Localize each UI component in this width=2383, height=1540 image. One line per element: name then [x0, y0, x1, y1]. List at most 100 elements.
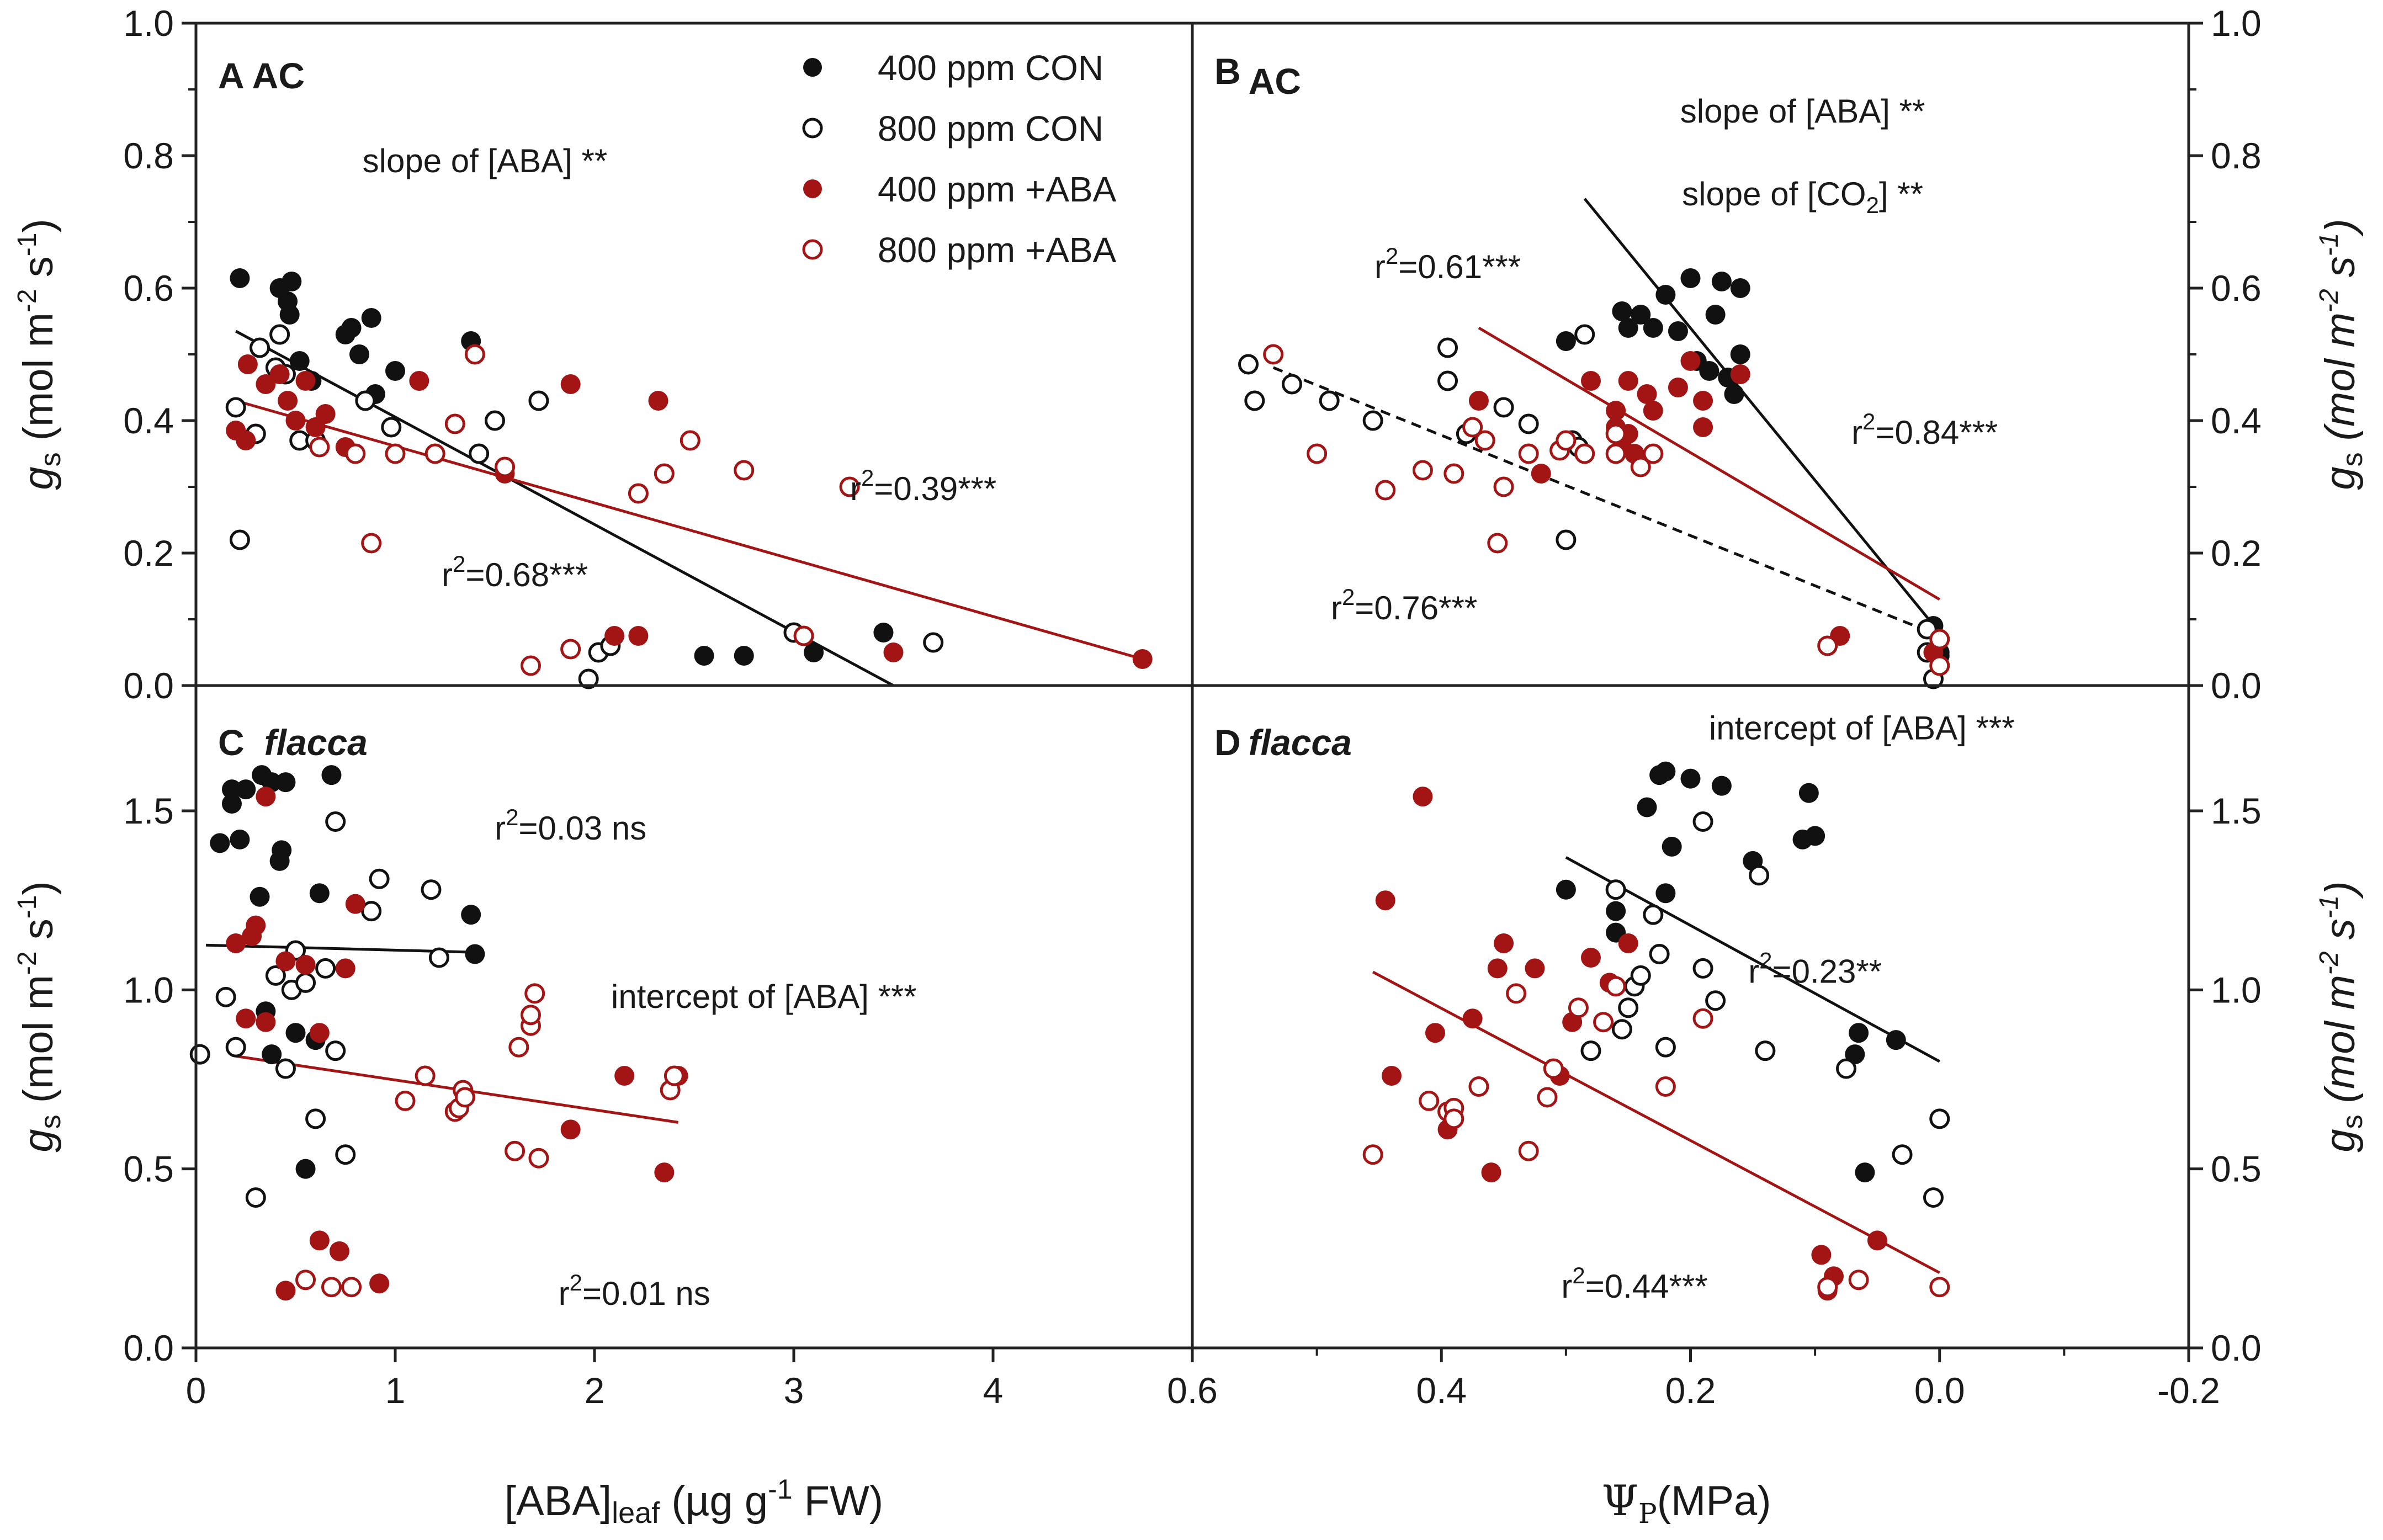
- panel-c-point-800-ppm-con: [325, 811, 346, 832]
- panel-d-point-800-ppm-con: [1836, 1058, 1857, 1079]
- panel-a-genotype: AC: [252, 55, 305, 96]
- panel-a-point-400-ppm-con: [341, 318, 362, 338]
- x-tick-label-right: 0.2: [1665, 1370, 1716, 1411]
- panel-c-point-800-ppm-aba: [664, 1065, 684, 1086]
- ticks-layer: 0.0 0.2 0.4 0.6 0.8 1.0 0.0 0.2 0.4 0.6 0.8 1.0 0.0 0…: [123, 3, 2262, 1411]
- panel-b-point-400-ppm-con: [1668, 321, 1688, 341]
- panel-a-point-800-ppm-aba: [734, 460, 755, 481]
- panel-a-fit-line-red: [235, 399, 1143, 661]
- panel-c-letter: C: [218, 722, 245, 763]
- panel-d-point-400-ppm-aba: [1375, 890, 1395, 911]
- panel-b-point-800-ppm-aba: [1443, 463, 1464, 484]
- panel-b-point-800-ppm-aba: [1412, 460, 1433, 481]
- panel-c-point-800-ppm-aba: [524, 983, 545, 1004]
- panel-d-point-400-ppm-aba: [1481, 1162, 1501, 1183]
- panel-d-point-800-ppm-con: [1605, 879, 1626, 900]
- legend-label-800-con: 800 ppm CON: [878, 109, 1103, 148]
- panel-a-point-800-ppm-aba: [628, 483, 649, 504]
- panel-b-point-800-ppm-con: [1244, 390, 1265, 411]
- panel-c-point-400-ppm-con: [230, 829, 250, 849]
- panel-d-point-800-ppm-aba: [1443, 1108, 1464, 1129]
- panel-d-point-400-ppm-aba: [1494, 933, 1514, 954]
- panel-c-point-400-ppm-con: [262, 1044, 282, 1065]
- panel-c-point-400-ppm-aba: [309, 1230, 330, 1251]
- panel-a-point-400-ppm-con: [873, 623, 894, 642]
- panel-a-point-800-ppm-con: [225, 397, 246, 418]
- panel-b-ytick-label: 0.4: [2211, 400, 2262, 441]
- panel-a-ytick-label: 0.0: [123, 665, 174, 706]
- panel-d-point-800-ppm-aba: [1848, 1270, 1869, 1291]
- panel-c-point-800-ppm-con: [315, 958, 336, 979]
- panel-b-point-400-ppm-con: [1724, 384, 1744, 404]
- panel-d-point-400-ppm-con: [1637, 797, 1657, 817]
- panel-d-annotation: intercept of [ABA] ***: [1709, 709, 2015, 746]
- panel-a-point-800-ppm-con: [528, 390, 549, 411]
- panel-a-point-800-ppm-aba: [345, 443, 366, 464]
- panel-b-point-800-ppm-aba: [1493, 476, 1514, 497]
- panel-b-point-400-ppm-aba: [1581, 371, 1601, 391]
- x-label-left-rest: (µg g: [660, 1478, 768, 1525]
- panel-c-point-400-ppm-con: [285, 1023, 306, 1043]
- panel-a-ytick-label: 0.8: [123, 135, 174, 176]
- panel-b-point-800-ppm-aba: [1556, 430, 1577, 451]
- panel-b-ytick-label: 0.2: [2211, 533, 2262, 573]
- panel-c-point-400-ppm-con: [275, 772, 296, 793]
- panel-a-point-400-ppm-aba: [278, 391, 298, 411]
- panel-c-point-800-ppm-con: [265, 965, 286, 986]
- panel-b-point-800-ppm-con: [1556, 529, 1577, 550]
- panel-b-point-400-ppm-aba: [1680, 351, 1701, 371]
- panel-a-point-800-ppm-con: [269, 324, 290, 345]
- panel-c-point-800-ppm-con: [369, 868, 390, 889]
- panel-c-point-800-ppm-aba: [395, 1090, 416, 1111]
- panel-b-point-800-ppm-con: [1437, 337, 1458, 358]
- panel-a-point-800-ppm-con: [578, 668, 599, 689]
- panel-b-annotation: r2=0.84***: [1851, 408, 1998, 451]
- panel-a-point-400-ppm-con: [279, 305, 300, 325]
- x-label-left-end: FW): [793, 1478, 884, 1525]
- panel-c-fit-line-black: [205, 943, 475, 954]
- panel-a-point-800-ppm-con: [381, 417, 402, 438]
- panel-a-point-800-ppm-aba: [464, 344, 485, 365]
- panel-d-point-800-ppm-con: [1692, 811, 1713, 832]
- panel-b-point-400-ppm-con: [1631, 305, 1651, 325]
- panel-a-point-400-ppm-aba: [560, 374, 581, 394]
- panel-b-point-800-ppm-aba: [1817, 635, 1838, 656]
- panel-a-point-800-ppm-aba: [495, 456, 516, 477]
- panel-b-point-400-ppm-con: [1711, 272, 1732, 291]
- panel-b-point-400-ppm-con: [1699, 361, 1719, 381]
- panel-d-ytick-label: 1.5: [2211, 790, 2262, 831]
- panel-d-point-800-ppm-aba: [1506, 983, 1527, 1004]
- panel-d-point-800-ppm-con: [1580, 1040, 1601, 1061]
- panel-b-fit-line-red: [1478, 326, 1941, 601]
- x-tick-label-right: 0.0: [1914, 1370, 1965, 1411]
- panel-a-annotation: r2=0.39***: [850, 465, 996, 507]
- panel-c-point-400-ppm-con: [272, 840, 292, 861]
- panel-d-annotation: r2=0.44***: [1561, 1262, 1707, 1305]
- panel-d-point-400-ppm-aba: [1382, 1066, 1402, 1086]
- panel-c-point-800-ppm-con: [335, 1144, 356, 1165]
- panel-a-ytick-label: 1.0: [123, 3, 174, 44]
- panel-d-point-800-ppm-con: [1755, 1040, 1776, 1061]
- panel-a-point-400-ppm-aba: [236, 431, 256, 450]
- panel-a-point-400-ppm-con: [694, 646, 714, 666]
- panel-c-point-400-ppm-aba: [329, 1241, 349, 1261]
- panel-b-point-800-ppm-aba: [1487, 533, 1508, 554]
- panel-c-point-800-ppm-con: [215, 986, 236, 1007]
- panel-c-point-400-ppm-con: [221, 779, 242, 800]
- panel-c-point-800-ppm-con: [305, 1108, 326, 1129]
- panel-c-point-400-ppm-aba: [246, 915, 266, 936]
- panel-d-ytick-label: 0.5: [2211, 1149, 2262, 1189]
- panel-c-point-800-ppm-con: [325, 1040, 346, 1061]
- panel-d-point-800-ppm-aba: [1655, 1076, 1676, 1097]
- panel-b-point-800-ppm-aba: [1375, 480, 1396, 501]
- panel-c-point-800-ppm-aba: [295, 1270, 316, 1291]
- panel-a-point-800-ppm-aba: [654, 463, 675, 484]
- panel-d-point-400-ppm-aba: [1413, 787, 1433, 807]
- legend-label-800-aba: 800 ppm +ABA: [878, 230, 1117, 270]
- panel-d-point-800-ppm-con: [1655, 1037, 1676, 1058]
- panel-c-point-400-ppm-aba: [226, 933, 246, 954]
- panel-c-point-800-ppm-con: [225, 1037, 246, 1058]
- panel-d-point-400-ppm-aba: [1867, 1230, 1887, 1251]
